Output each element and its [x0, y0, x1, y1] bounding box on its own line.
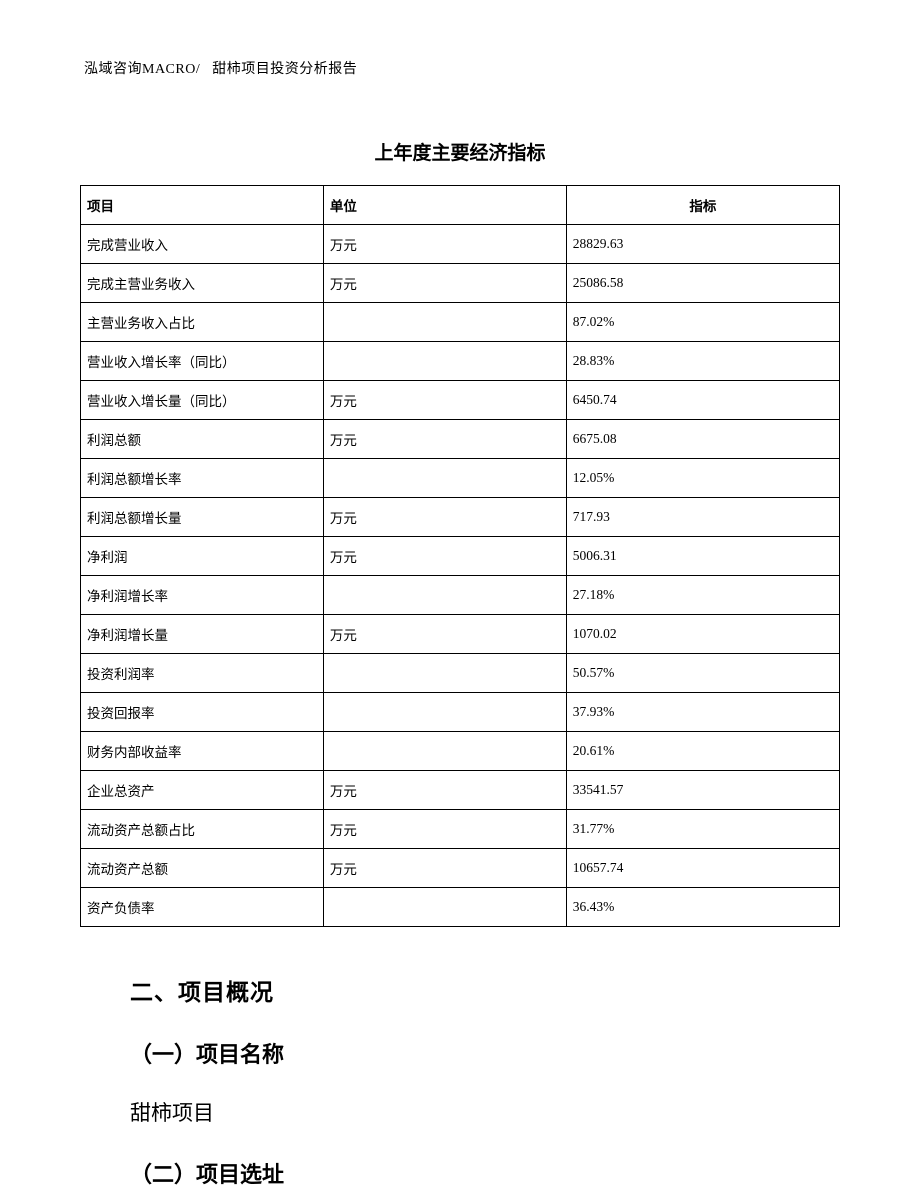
cell-project: 利润总额增长量 [81, 498, 324, 537]
cell-value: 33541.57 [566, 771, 839, 810]
cell-value: 6450.74 [566, 381, 839, 420]
cell-unit: 万元 [323, 849, 566, 888]
cell-unit [323, 654, 566, 693]
cell-value: 25086.58 [566, 264, 839, 303]
cell-unit [323, 459, 566, 498]
cell-project: 利润总额增长率 [81, 459, 324, 498]
cell-unit: 万元 [323, 771, 566, 810]
cell-project: 完成主营业务收入 [81, 264, 324, 303]
cell-value: 28829.63 [566, 225, 839, 264]
table-row: 利润总额万元6675.08 [81, 420, 840, 459]
cell-project: 利润总额 [81, 420, 324, 459]
cell-unit: 万元 [323, 264, 566, 303]
cell-value: 10657.74 [566, 849, 839, 888]
table-row: 主营业务收入占比 87.02% [81, 303, 840, 342]
cell-value: 50.57% [566, 654, 839, 693]
cell-unit [323, 888, 566, 927]
cell-value: 27.18% [566, 576, 839, 615]
cell-unit: 万元 [323, 615, 566, 654]
cell-unit: 万元 [323, 381, 566, 420]
col-header-project: 项目 [81, 186, 324, 225]
table-row: 利润总额增长量万元717.93 [81, 498, 840, 537]
economic-indicators-table: 项目 单位 指标 完成营业收入万元28829.63 完成主营业务收入万元2508… [80, 185, 840, 927]
table-row: 资产负债率 36.43% [81, 888, 840, 927]
sub-heading-project-name: （一）项目名称 [130, 1037, 840, 1069]
table-row: 企业总资产万元33541.57 [81, 771, 840, 810]
table-row: 利润总额增长率 12.05% [81, 459, 840, 498]
cell-project: 投资利润率 [81, 654, 324, 693]
cell-unit: 万元 [323, 537, 566, 576]
cell-value: 31.77% [566, 810, 839, 849]
table-row: 流动资产总额占比万元31.77% [81, 810, 840, 849]
cell-project: 营业收入增长率（同比） [81, 342, 324, 381]
table-row: 投资利润率 50.57% [81, 654, 840, 693]
cell-value: 20.61% [566, 732, 839, 771]
cell-project: 净利润增长量 [81, 615, 324, 654]
cell-value: 5006.31 [566, 537, 839, 576]
header-doc-title: 甜柿项目投资分析报告 [212, 62, 357, 77]
table-row: 财务内部收益率 20.61% [81, 732, 840, 771]
table-row: 营业收入增长量（同比）万元6450.74 [81, 381, 840, 420]
cell-project: 企业总资产 [81, 771, 324, 810]
table-row: 净利润增长率 27.18% [81, 576, 840, 615]
cell-project: 营业收入增长量（同比） [81, 381, 324, 420]
sub-heading-project-location: （二）项目选址 [130, 1157, 840, 1189]
cell-project: 主营业务收入占比 [81, 303, 324, 342]
cell-unit: 万元 [323, 498, 566, 537]
cell-value: 1070.02 [566, 615, 839, 654]
cell-unit [323, 342, 566, 381]
col-header-indicator: 指标 [566, 186, 839, 225]
table-row: 流动资产总额万元10657.74 [81, 849, 840, 888]
cell-project: 资产负债率 [81, 888, 324, 927]
cell-unit: 万元 [323, 420, 566, 459]
cell-project: 完成营业收入 [81, 225, 324, 264]
cell-unit [323, 303, 566, 342]
header-company: 泓域咨询MACRO/ [84, 62, 200, 77]
cell-project: 流动资产总额占比 [81, 810, 324, 849]
table-row: 净利润增长量万元1070.02 [81, 615, 840, 654]
cell-project: 净利润 [81, 537, 324, 576]
cell-project: 净利润增长率 [81, 576, 324, 615]
table-title: 上年度主要经济指标 [80, 138, 840, 165]
cell-unit [323, 576, 566, 615]
cell-value: 28.83% [566, 342, 839, 381]
table-body: 完成营业收入万元28829.63 完成主营业务收入万元25086.58 主营业务… [81, 225, 840, 927]
cell-value: 36.43% [566, 888, 839, 927]
table-header-row: 项目 单位 指标 [81, 186, 840, 225]
table-row: 完成营业收入万元28829.63 [81, 225, 840, 264]
cell-project: 投资回报率 [81, 693, 324, 732]
cell-unit: 万元 [323, 225, 566, 264]
cell-project: 流动资产总额 [81, 849, 324, 888]
col-header-unit: 单位 [323, 186, 566, 225]
table-row: 投资回报率 37.93% [81, 693, 840, 732]
cell-value: 6675.08 [566, 420, 839, 459]
cell-value: 37.93% [566, 693, 839, 732]
table-row: 净利润万元5006.31 [81, 537, 840, 576]
cell-value: 87.02% [566, 303, 839, 342]
section-heading-overview: 二、项目概况 [130, 973, 840, 1007]
body-text-project-name: 甜柿项目 [130, 1097, 840, 1127]
page-header: 泓域咨询MACRO/ 甜柿项目投资分析报告 [84, 58, 840, 78]
cell-value: 12.05% [566, 459, 839, 498]
table-row: 完成主营业务收入万元25086.58 [81, 264, 840, 303]
cell-project: 财务内部收益率 [81, 732, 324, 771]
cell-unit [323, 732, 566, 771]
table-row: 营业收入增长率（同比） 28.83% [81, 342, 840, 381]
cell-unit [323, 693, 566, 732]
cell-unit: 万元 [323, 810, 566, 849]
cell-value: 717.93 [566, 498, 839, 537]
